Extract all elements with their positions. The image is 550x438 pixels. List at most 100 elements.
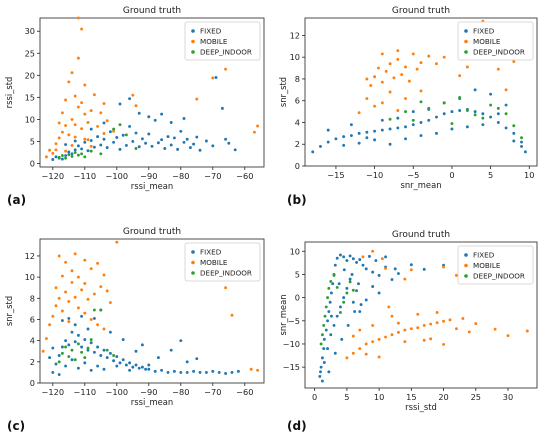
data-point xyxy=(160,138,164,142)
data-point xyxy=(73,323,77,327)
y-tick-label: 8 xyxy=(30,293,35,303)
data-point xyxy=(102,102,106,105)
data-point xyxy=(331,282,335,286)
data-point xyxy=(86,348,90,352)
data-point xyxy=(404,65,407,69)
series-mobile xyxy=(41,240,260,372)
data-point xyxy=(150,144,154,148)
data-point xyxy=(334,137,338,141)
data-point xyxy=(73,148,77,152)
data-point xyxy=(335,285,339,289)
data-point xyxy=(236,369,240,373)
x-tick-label: −120 xyxy=(42,171,65,181)
data-point xyxy=(224,137,228,141)
data-point xyxy=(411,123,415,127)
data-point xyxy=(458,109,462,112)
data-point xyxy=(73,252,77,256)
data-point xyxy=(156,141,160,145)
series-fixed xyxy=(311,88,527,154)
plot-area-frame xyxy=(39,17,265,168)
data-point xyxy=(60,345,64,349)
data-point xyxy=(373,129,377,133)
data-point xyxy=(320,333,324,337)
data-point xyxy=(54,362,58,366)
legend-marker-deep-indoor xyxy=(464,274,468,278)
data-point xyxy=(357,282,360,286)
data-point xyxy=(371,270,375,274)
y-tick-label: 8 xyxy=(295,74,300,84)
data-point xyxy=(373,75,377,79)
series-fixed xyxy=(51,76,237,161)
data-point xyxy=(169,121,173,124)
data-point xyxy=(358,347,362,351)
data-point xyxy=(169,143,173,147)
data-point xyxy=(396,126,400,130)
data-point xyxy=(324,328,328,332)
scatter-points xyxy=(318,249,529,383)
data-point xyxy=(64,290,68,294)
data-point xyxy=(403,328,407,332)
y-tick-label: 2 xyxy=(30,357,35,367)
data-point xyxy=(520,140,523,144)
data-point xyxy=(76,144,80,148)
data-point xyxy=(224,67,228,71)
data-point xyxy=(342,255,346,259)
data-point xyxy=(76,16,80,20)
data-point xyxy=(51,314,55,318)
data-point xyxy=(57,136,61,140)
data-point xyxy=(393,267,397,271)
data-point xyxy=(64,156,68,160)
data-point xyxy=(76,342,80,346)
data-point xyxy=(99,354,103,357)
x-tick-label: 5 xyxy=(344,392,349,402)
data-point xyxy=(80,147,84,151)
data-point xyxy=(384,266,388,270)
data-point xyxy=(345,356,349,360)
legend-label-deep-indoor: DEEP_INDOOR xyxy=(200,48,252,57)
data-point xyxy=(54,286,58,290)
data-point xyxy=(112,359,116,363)
data-point xyxy=(450,110,454,114)
data-point xyxy=(512,139,516,143)
x-tick-label: −5 xyxy=(407,170,419,180)
y-tick-label: −10 xyxy=(283,339,300,349)
data-point xyxy=(388,90,392,94)
data-point xyxy=(442,112,446,116)
data-point xyxy=(435,115,438,119)
series-deep-indoor xyxy=(319,273,355,346)
x-axis-label: snr_mean xyxy=(400,180,441,190)
data-point xyxy=(358,258,362,262)
data-point xyxy=(353,310,357,313)
data-point xyxy=(89,109,93,113)
data-point xyxy=(169,348,173,352)
data-point xyxy=(80,127,84,131)
data-point xyxy=(377,337,381,341)
data-point xyxy=(73,94,77,98)
data-point xyxy=(112,129,116,133)
data-point xyxy=(448,318,452,322)
data-point xyxy=(409,268,413,272)
data-point xyxy=(396,321,400,325)
data-point xyxy=(128,361,132,365)
data-point xyxy=(76,153,80,157)
y-tick-label: −5 xyxy=(288,316,300,326)
x-tick-label: −60 xyxy=(236,171,253,181)
data-point xyxy=(365,97,369,100)
data-point xyxy=(348,280,352,284)
data-point xyxy=(54,148,58,152)
data-point xyxy=(364,267,368,271)
data-point xyxy=(86,149,90,153)
data-point xyxy=(195,135,199,139)
data-point xyxy=(57,373,61,376)
data-point xyxy=(179,129,183,133)
x-tick-label: 0 xyxy=(312,392,317,402)
data-point xyxy=(195,97,199,101)
data-point xyxy=(198,148,202,152)
data-point xyxy=(92,292,96,296)
data-point xyxy=(64,143,68,146)
data-point xyxy=(217,370,221,374)
legend-marker-mobile xyxy=(464,39,468,44)
y-tick-label: 0 xyxy=(295,161,300,171)
data-point xyxy=(256,368,260,372)
data-point xyxy=(380,52,384,56)
